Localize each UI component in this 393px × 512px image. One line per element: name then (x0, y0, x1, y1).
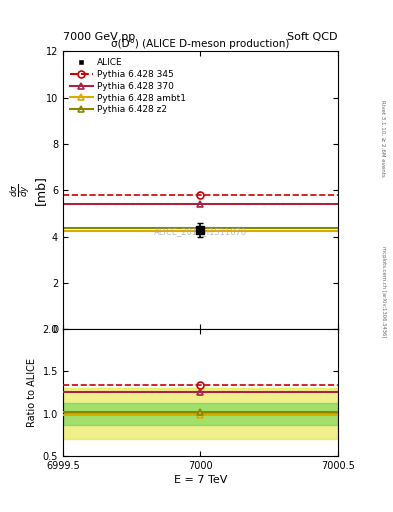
Text: $\frac{d\sigma}{dy}$
[mb]: $\frac{d\sigma}{dy}$ [mb] (8, 175, 46, 205)
Y-axis label: Ratio to ALICE: Ratio to ALICE (27, 358, 37, 427)
Text: Rivet 3.1.10, ≥ 2.6M events: Rivet 3.1.10, ≥ 2.6M events (381, 100, 386, 177)
Bar (63, 402, 338, 424)
Text: mcplots.cern.ch [arXiv:1306.3436]: mcplots.cern.ch [arXiv:1306.3436] (381, 246, 386, 337)
X-axis label: E = 7 TeV: E = 7 TeV (174, 475, 227, 485)
Text: ALICE_2017_I1511870: ALICE_2017_I1511870 (154, 227, 247, 237)
Text: Soft QCD: Soft QCD (288, 32, 338, 42)
Bar (63, 388, 338, 439)
Text: 7000 GeV pp: 7000 GeV pp (63, 32, 135, 42)
Legend: ALICE, Pythia 6.428 345, Pythia 6.428 370, Pythia 6.428 ambt1, Pythia 6.428 z2: ALICE, Pythia 6.428 345, Pythia 6.428 37… (67, 56, 189, 117)
Title: σ(D°) (ALICE D-meson production): σ(D°) (ALICE D-meson production) (111, 39, 290, 49)
